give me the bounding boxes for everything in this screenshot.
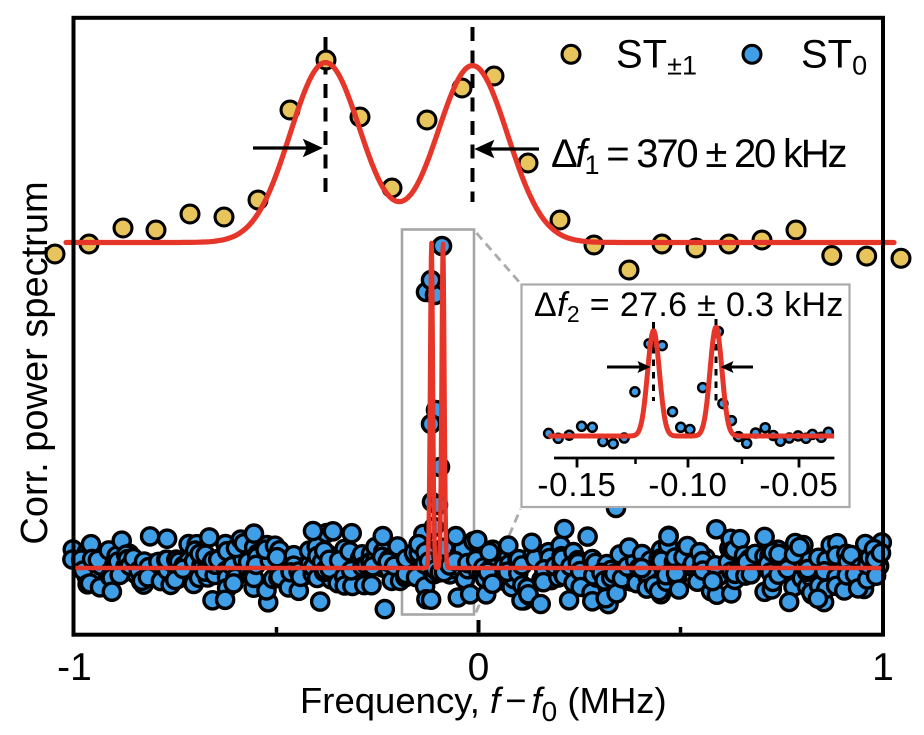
- svg-text:Δf2 = 27.6 ± 0.3 kHz: Δf2 = 27.6 ± 0.3 kHz: [534, 286, 844, 327]
- svg-text:Frequency, f−f0 (MHz): Frequency, f − f0 (MHz): [300, 680, 667, 727]
- svg-text:ST±1: ST±1: [616, 33, 697, 81]
- svg-text:Δf1 = 370 ± 20 kHz: Δf1 = 370 ± 20 kHz: [551, 132, 846, 180]
- svg-text:Corr. power spectrum: Corr. power spectrum: [14, 181, 56, 544]
- svg-text:-0.10: -0.10: [648, 466, 727, 503]
- svg-text:-1: -1: [57, 646, 92, 689]
- svg-text:1: 1: [872, 646, 894, 689]
- svg-text:-0.05: -0.05: [759, 466, 838, 503]
- svg-text:-0.15: -0.15: [537, 466, 616, 503]
- svg-text:0: 0: [468, 646, 490, 689]
